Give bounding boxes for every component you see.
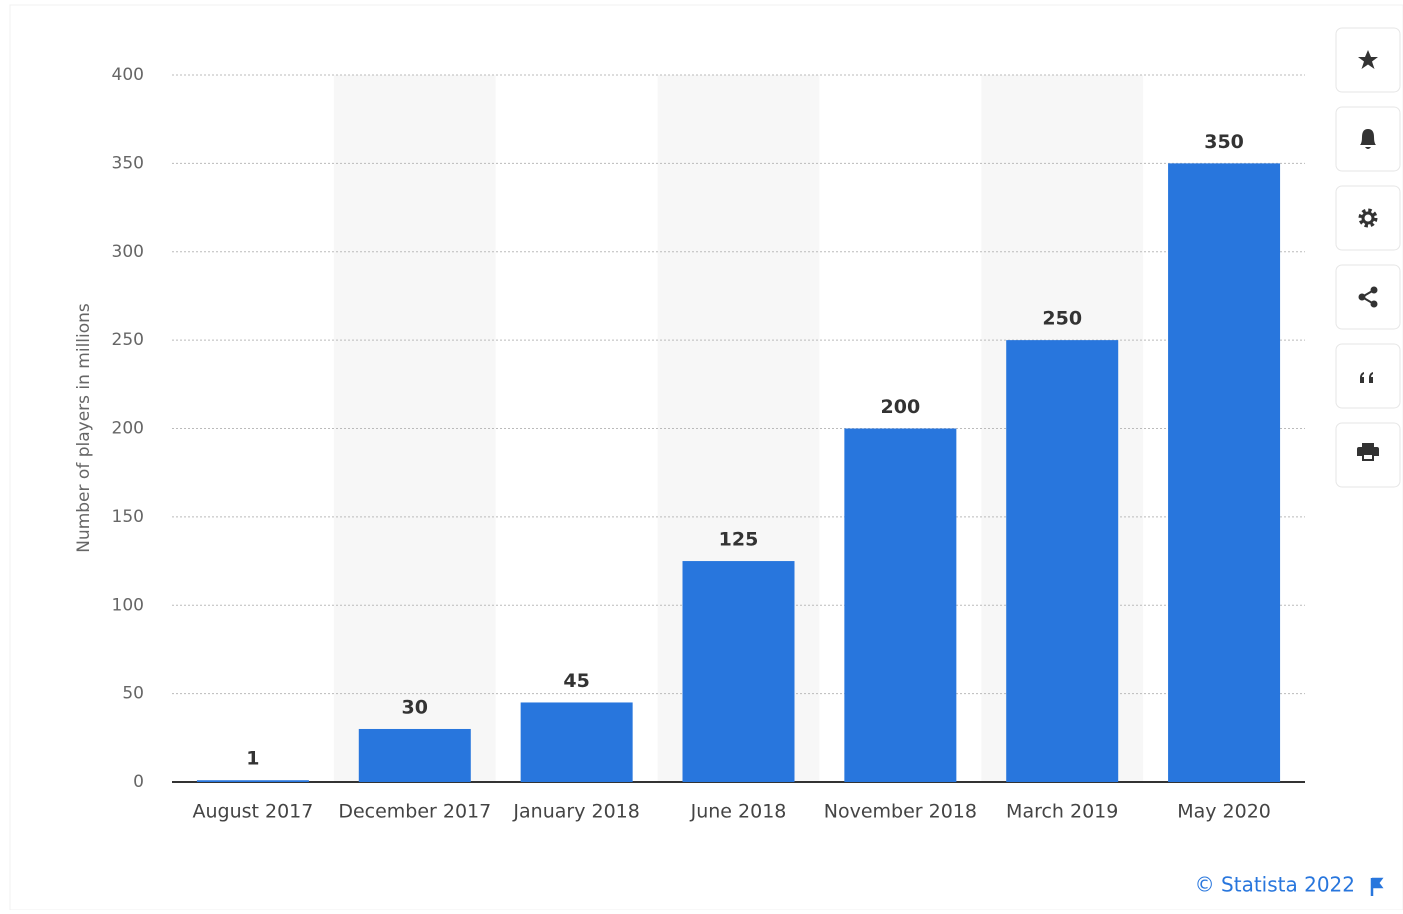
bar [844, 428, 957, 782]
y-tick-label: 200 [112, 419, 144, 439]
toolbar [1335, 27, 1401, 488]
x-tick-label: May 2020 [1177, 801, 1271, 823]
x-tick-label: January 2018 [512, 801, 639, 823]
share-icon [1370, 286, 1378, 294]
y-tick-label: 0 [133, 772, 144, 792]
credit[interactable]: © Statista 2022 [1195, 873, 1355, 897]
bar [682, 561, 795, 782]
band-shading [333, 75, 496, 782]
y-tick-label: 350 [112, 153, 144, 173]
bar [196, 780, 309, 782]
bar-layer: August 2017 1 December 2017 30 January 2018 4… [192, 131, 1281, 823]
star-icon [1358, 50, 1378, 69]
bar [1006, 340, 1119, 782]
bar [520, 702, 633, 782]
bell-icon [1360, 129, 1376, 149]
bar [1168, 163, 1281, 782]
x-tick-label: December 2017 [338, 801, 491, 823]
x-tick-label: June 2018 [690, 801, 787, 823]
y-tick-label: 300 [112, 242, 144, 262]
gear-icon [1361, 211, 1375, 225]
gear-icon [1358, 208, 1378, 228]
x-tick-label: March 2019 [1006, 801, 1118, 823]
data-label: 250 [1042, 308, 1082, 330]
data-label: 350 [1204, 131, 1244, 153]
data-label: 125 [719, 529, 759, 551]
y-tick-label: 400 [112, 65, 144, 85]
data-label: 200 [881, 396, 921, 418]
x-tick-label: November 2018 [824, 801, 977, 823]
print-icon [1357, 443, 1379, 461]
cite-button[interactable] [1335, 343, 1401, 409]
y-tick-label: 50 [122, 684, 144, 704]
y-axis-label: Number of players in millions [74, 303, 94, 553]
data-label: 45 [563, 670, 589, 692]
share-button[interactable] [1335, 264, 1401, 330]
flag-icon[interactable] [1370, 877, 1384, 896]
y-tick-label: 150 [112, 507, 144, 527]
y-tick-label: 100 [112, 595, 144, 615]
data-label: 30 [402, 696, 428, 718]
x-tick-label: August 2017 [192, 801, 313, 823]
bar [358, 728, 471, 782]
y-tick-label: 250 [112, 330, 144, 350]
share-icon [1370, 300, 1378, 308]
share-icon [1358, 293, 1366, 301]
settings-button[interactable] [1335, 185, 1401, 251]
quote-icon [1360, 372, 1373, 383]
data-label: 1 [246, 748, 259, 770]
